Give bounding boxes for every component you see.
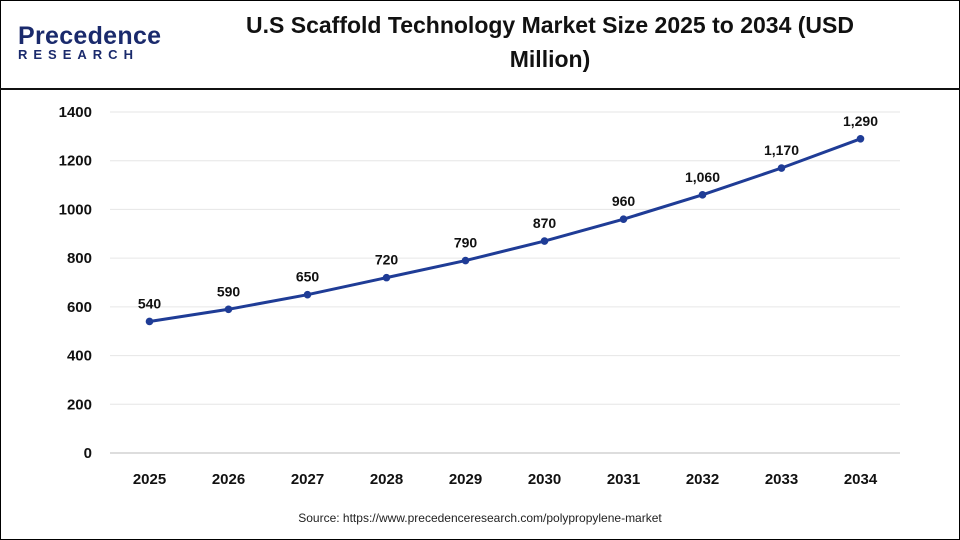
x-tick-label: 2025	[133, 471, 166, 488]
data-label: 650	[296, 269, 320, 285]
chart-title: U.S Scaffold Technology Market Size 2025…	[246, 12, 854, 72]
precedence-research-logo: Precedence RESEARCH	[18, 22, 162, 62]
y-tick-label: 800	[67, 250, 92, 267]
source-note: Source: https://www.precedenceresearch.c…	[298, 511, 662, 525]
data-point	[856, 134, 865, 143]
data-point	[145, 317, 154, 326]
y-tick-label: 400	[67, 348, 92, 365]
data-label: 790	[454, 235, 478, 251]
data-label: 720	[375, 252, 399, 268]
logo-line2: RESEARCH	[18, 47, 139, 62]
y-tick-label: 1200	[59, 153, 92, 170]
data-point	[461, 256, 470, 265]
y-tick-label: 1000	[59, 201, 92, 218]
x-tick-label: 2034	[844, 471, 878, 488]
data-point	[777, 164, 786, 172]
x-tick-label: 2030	[528, 471, 561, 488]
y-tick-label: 0	[84, 445, 92, 462]
x-tick-label: 2029	[449, 471, 482, 488]
data-point	[619, 215, 628, 223]
y-tick-label: 200	[67, 396, 92, 413]
data-point	[382, 273, 391, 282]
x-tick-label: 2027	[291, 471, 324, 488]
data-label: 1,290	[843, 113, 878, 129]
data-label: 1,170	[764, 142, 799, 158]
x-tick-label: 2032	[686, 471, 719, 488]
data-point	[303, 290, 312, 299]
logo-line1: Precedence	[18, 22, 162, 50]
data-label: 540	[138, 295, 162, 311]
y-tick-label: 1400	[59, 104, 92, 121]
header: Precedence RESEARCH U.S Scaffold Technol…	[0, 0, 960, 90]
data-point	[224, 305, 233, 314]
data-label: 1,060	[685, 169, 720, 185]
x-tick-label: 2033	[765, 471, 798, 488]
data-point	[698, 191, 707, 199]
data-label: 960	[612, 193, 636, 209]
data-label: 590	[217, 283, 241, 299]
x-tick-label: 2028	[370, 471, 403, 488]
data-label: 870	[533, 215, 557, 231]
data-point	[540, 237, 549, 245]
series-line	[149, 137, 862, 323]
x-tick-label: 2031	[607, 471, 640, 488]
y-tick-label: 600	[67, 299, 92, 316]
x-tick-label: 2026	[212, 471, 245, 488]
